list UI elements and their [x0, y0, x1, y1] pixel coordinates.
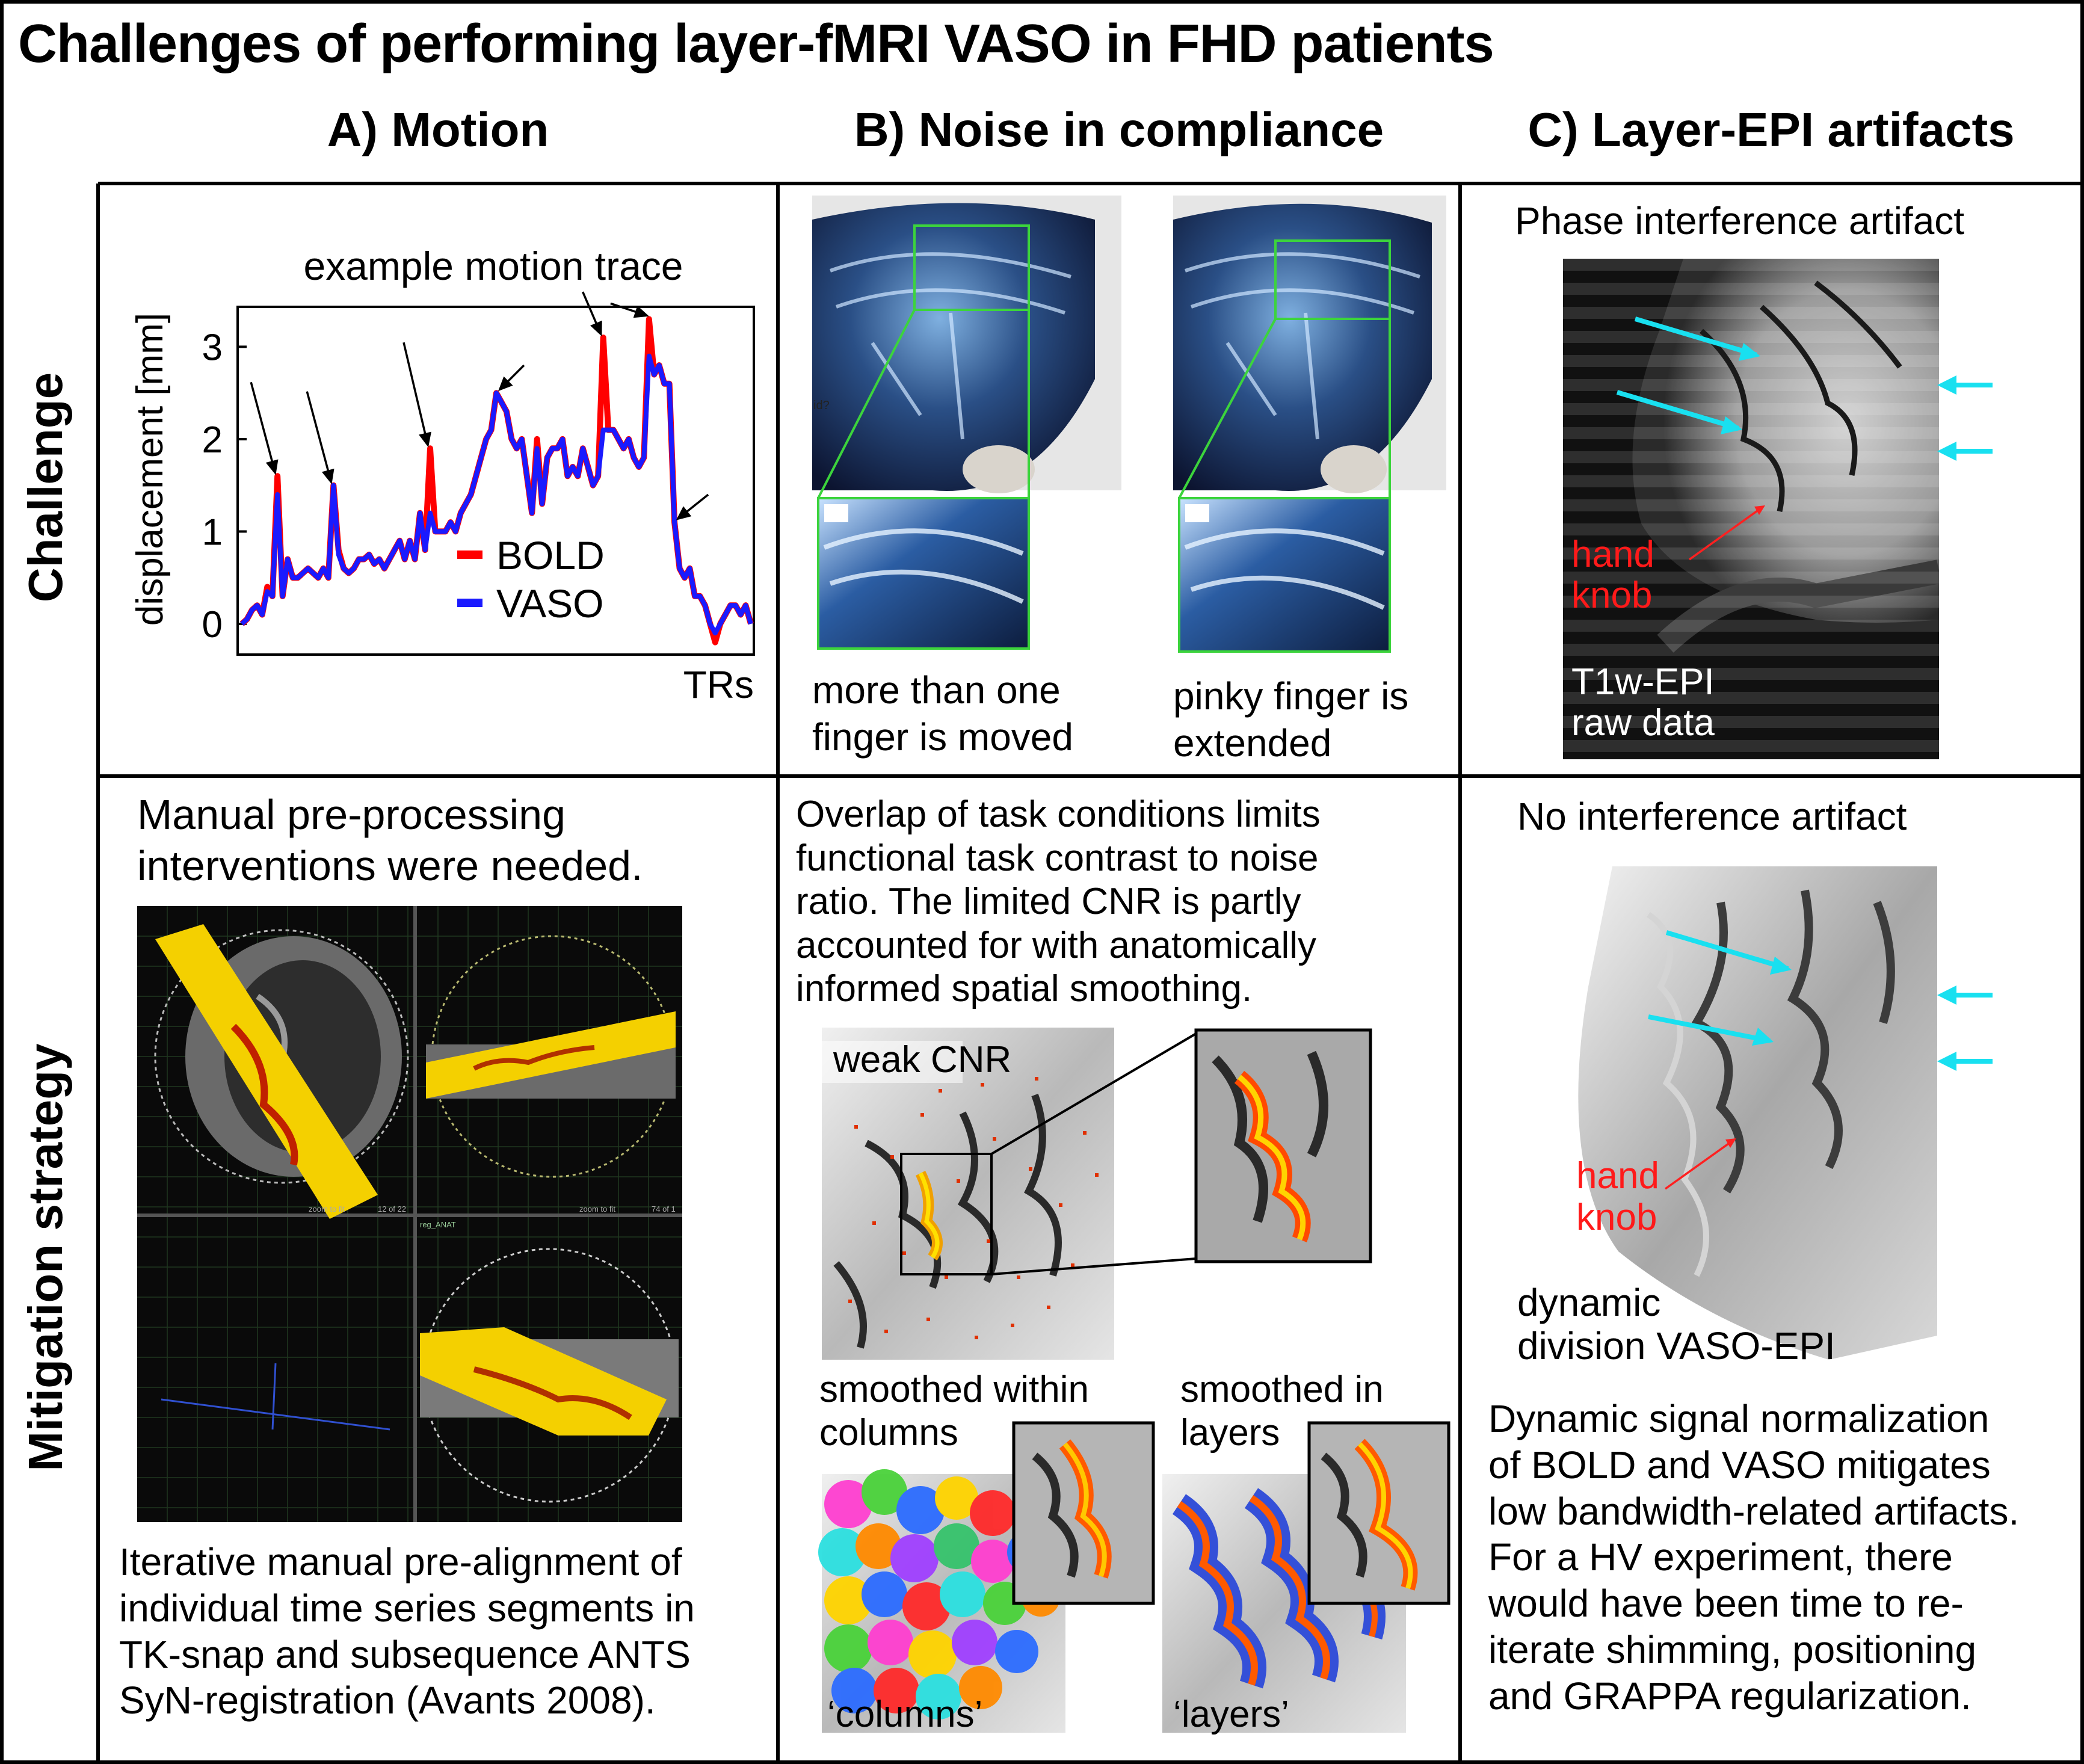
- row-label-mitigation: Mitigation strategy: [19, 1043, 72, 1472]
- viewer-zoom-label-2: zoom to fit: [579, 1204, 615, 1214]
- photo-left: id?: [812, 196, 1121, 650]
- compliance-photos: id?: [812, 196, 1446, 653]
- smoothed-layers-label: smoothed in layers: [1180, 1369, 1394, 1454]
- legend-label-bold: BOLD: [496, 533, 605, 578]
- figure-title: Challenges of performing layer-fMRI VASO…: [18, 14, 1494, 74]
- viewer-layer-label: reg_ANAT: [420, 1220, 456, 1229]
- spike-arrow-2: [402, 342, 429, 445]
- y-tick-label-3: 3: [202, 327, 223, 368]
- smoothed-columns-label: smoothed within columns: [819, 1369, 1099, 1454]
- caption-pinky-extended: pinky finger is extended: [1173, 674, 1409, 765]
- spike-arrowhead-0: [265, 459, 279, 475]
- y-tick-label-1: 1: [202, 511, 223, 553]
- smoothing-figure: weak CNR smoothed within columns ‘column…: [818, 1028, 1450, 1735]
- x-axis-label: TRs: [683, 663, 754, 706]
- spike-arrowhead-2: [419, 431, 431, 448]
- spike-arrowhead-4: [590, 320, 602, 337]
- viewer-slice-label-2: 74 of 1: [652, 1204, 676, 1214]
- hand-knob-label-challenge: hand knob: [1571, 534, 1654, 617]
- smoothed-layers-line: smoothed in: [1180, 1369, 1384, 1410]
- viewer-zoom-label-1: zoom to fit: [309, 1204, 345, 1214]
- motion-chart: example motion trace 0 1 2 3 displacement […: [129, 244, 755, 706]
- legend-label-vaso: VASO: [496, 581, 604, 626]
- chart-title: example motion trace: [304, 244, 683, 288]
- t1w-epi-label: T1w-EPI raw data: [1571, 661, 1715, 744]
- plot-area: [236, 306, 755, 656]
- overlap-text: Overlap of task conditions limits functi…: [796, 794, 1321, 1010]
- series-line-vaso: [240, 353, 753, 636]
- weak-cnr-label: weak CNR: [833, 1039, 1011, 1081]
- t1w-epi-image: [1563, 259, 1939, 759]
- vaso-epi-image: [1578, 866, 1937, 1360]
- photo-right: [1173, 196, 1446, 653]
- y-axis-label: displacement [mm]: [129, 313, 171, 626]
- right-edge-arrows-top: [1937, 375, 1993, 461]
- legend: BOLD VASO: [457, 533, 605, 626]
- caption-more-than-one-finger: more than one finger is moved: [812, 668, 1073, 759]
- column-header-motion: A) Motion: [327, 103, 549, 156]
- pre-alignment-text: Iterative manual pre-alignment of indivi…: [119, 1540, 695, 1722]
- smoothed-layers-line-1: layers: [1180, 1412, 1280, 1454]
- normalization-text: Dynamic signal normalization of BOLD and…: [1488, 1397, 2020, 1718]
- hand-knob-label-mitigation: hand knob: [1576, 1155, 1659, 1239]
- spike-arrow-0: [250, 381, 276, 473]
- photo-text-fragment: id?: [813, 399, 830, 412]
- layers-label: ‘layers’: [1173, 1694, 1289, 1735]
- column-header-noise: B) Noise in compliance: [854, 103, 1384, 156]
- smoothed-columns-line-1: columns: [819, 1412, 958, 1454]
- spike-arrow-1: [306, 391, 332, 483]
- manual-preprocessing-text: Manual pre-processing interventions were…: [137, 791, 643, 890]
- right-edge-arrows-bottom: [1937, 985, 1993, 1071]
- row-label-challenge: Challenge: [19, 372, 72, 603]
- no-artifact-title: No interference artifact: [1517, 795, 1907, 838]
- smoothed-columns-line: smoothed within: [819, 1369, 1089, 1410]
- vaso-epi-label: dynamic division VASO-EPI: [1517, 1281, 1836, 1368]
- column-header-layer-epi: C) Layer-EPI artifacts: [1528, 103, 2015, 156]
- spike-arrowhead-6: [676, 506, 692, 520]
- spike-arrowhead-1: [321, 468, 334, 484]
- phase-artifact-title: Phase interference artifact: [1515, 199, 1965, 242]
- spike-arrowhead-5: [633, 305, 649, 318]
- y-tick-label-2: 2: [202, 419, 223, 461]
- spike-arrowhead-3: [498, 376, 513, 392]
- columns-label: ‘columns’: [827, 1694, 982, 1735]
- tksnap-screenshot: zoom to fit 12 of 22 zoom to fit 74 of 1…: [137, 906, 682, 1522]
- viewer-slice-label-1: 12 of 22: [378, 1204, 406, 1214]
- y-tick-label-0: 0: [202, 604, 223, 646]
